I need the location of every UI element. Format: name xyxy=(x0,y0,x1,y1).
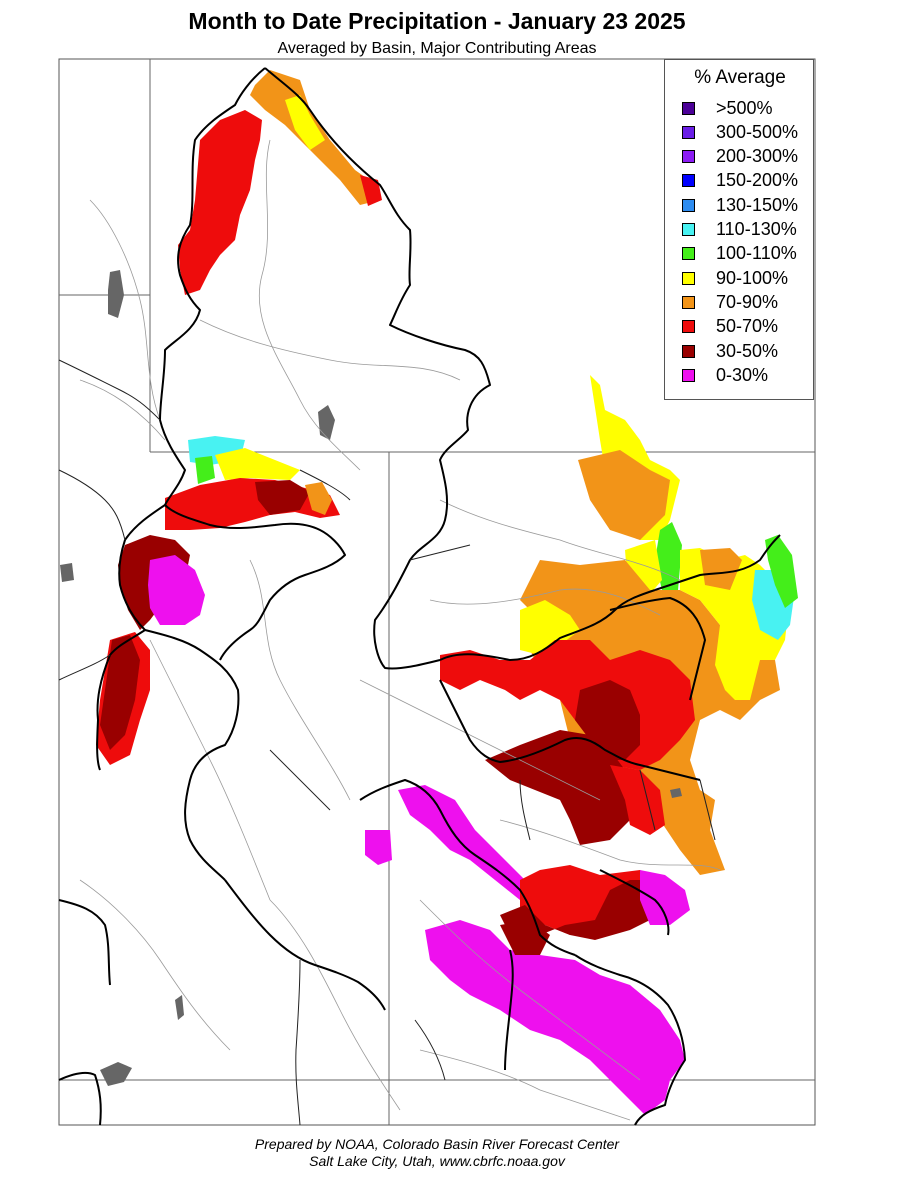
region-animas-magenta xyxy=(640,870,690,925)
region-upper-green-red xyxy=(178,110,262,295)
sub-basin-boundaries xyxy=(58,359,716,1126)
legend-item: 100-110% xyxy=(682,243,797,265)
map-subtitle: Averaged by Basin, Major Contributing Ar… xyxy=(277,40,597,57)
legend-swatch xyxy=(682,247,695,261)
region-green-river-yellow xyxy=(285,95,325,150)
legend-swatch xyxy=(682,223,695,236)
legend-item: >500% xyxy=(682,97,773,119)
region-uinta-orange xyxy=(305,482,332,515)
legend-swatch xyxy=(682,101,695,115)
rivers xyxy=(79,139,721,1121)
legend-swatch xyxy=(682,295,695,309)
legend-swatch xyxy=(682,174,695,188)
lakes xyxy=(60,270,682,1086)
region-uinta-darkred xyxy=(255,480,310,515)
footer-location: Salt Lake City, Utah, www.cbrfc.noaa.gov xyxy=(309,1153,565,1169)
lake-powell xyxy=(100,1062,132,1086)
legend-swatch xyxy=(682,150,695,164)
legend-label: >500% xyxy=(716,97,773,118)
legend-item: 110-130% xyxy=(682,219,797,241)
legend-item: 90-100% xyxy=(682,267,788,289)
legend-swatch xyxy=(682,320,695,334)
legend-swatch xyxy=(682,344,695,358)
map-title: Month to Date Precipitation - January 23… xyxy=(188,8,686,34)
legend-item: 30-50% xyxy=(682,340,778,362)
legend-swatch xyxy=(682,368,695,382)
lake-south xyxy=(175,995,184,1020)
legend-label: 130-150% xyxy=(716,194,799,215)
lake-flaming-gorge xyxy=(318,405,335,440)
region-gunnison-green xyxy=(765,535,798,608)
legend-label: 200-300% xyxy=(716,146,799,167)
legend-item: 50-70% xyxy=(682,316,778,338)
legend-label: 100-110% xyxy=(716,243,797,264)
region-dolores-darkred xyxy=(485,730,640,845)
region-white-green xyxy=(655,522,682,590)
legend-label: 50-70% xyxy=(716,316,779,337)
region-yampa-orange xyxy=(578,450,670,540)
lake-utah xyxy=(60,563,74,582)
legend-item: 70-90% xyxy=(682,291,778,313)
lake-west xyxy=(108,270,124,318)
legend-swatch xyxy=(682,198,695,212)
region-white-orange-small xyxy=(700,548,742,590)
basin-boundaries xyxy=(58,67,781,1126)
state-boundaries xyxy=(59,59,815,1125)
region-wasatch-magenta xyxy=(148,555,205,625)
region-south-magenta xyxy=(425,920,685,1115)
region-yellow-band-north xyxy=(215,448,300,480)
legend-label: 0-30% xyxy=(716,364,769,385)
legend-item: 300-500% xyxy=(682,121,798,143)
legend-item: 150-200% xyxy=(682,170,798,192)
legend-label: 90-100% xyxy=(716,267,789,288)
region-dolores-red xyxy=(610,765,665,835)
legend-label: 110-130% xyxy=(716,219,797,239)
legend-label: 150-200% xyxy=(716,170,799,191)
legend-swatch xyxy=(682,125,695,139)
legend-label: 70-90% xyxy=(716,291,779,312)
region-magenta-west xyxy=(365,830,392,865)
legend-label: 30-50% xyxy=(716,340,779,361)
legend-label: 300-500% xyxy=(716,121,799,142)
legend: % Average >500% 300-500% 200-300% 150-200% 1… xyxy=(664,59,814,400)
legend-item: 130-150% xyxy=(682,194,798,216)
precip-regions xyxy=(96,70,798,1115)
legend-swatch xyxy=(682,271,695,285)
footer-credit: Prepared by NOAA, Colorado Basin River F… xyxy=(254,1136,620,1152)
region-green-patch xyxy=(195,456,215,484)
legend-title: % Average xyxy=(694,67,786,88)
region-sevier-darkred xyxy=(100,635,140,750)
legend-item: 0-30% xyxy=(682,364,768,386)
lake-blue-mesa xyxy=(670,788,682,798)
legend-item: 200-300% xyxy=(682,146,798,168)
